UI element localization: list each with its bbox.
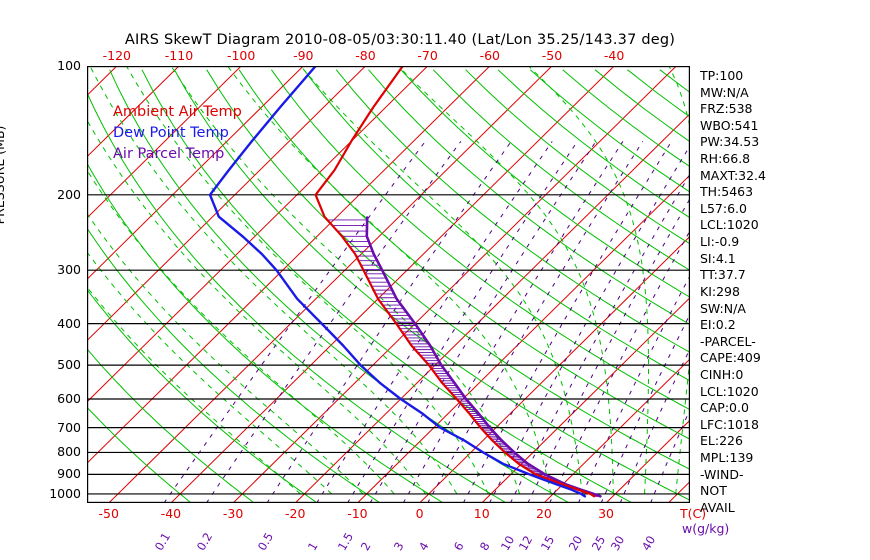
- skewt-plot: [87, 66, 690, 503]
- mixing-ratio-tick-0.5: 0.5: [254, 530, 277, 553]
- panel-row: CAP:0.0: [700, 400, 749, 416]
- bottom-temp-tick--50: -50: [98, 506, 119, 521]
- panel-row: SI:4.1: [700, 250, 736, 266]
- panel-row: -PARCEL-: [700, 333, 756, 349]
- panel-row: LI:-0.9: [700, 234, 740, 250]
- pressure-tick-700: 700: [57, 419, 81, 435]
- bottom-temp-tick-0: 0: [415, 506, 424, 521]
- panel-row: MW:N/A: [700, 84, 749, 100]
- panel-row: EL:226: [700, 433, 743, 449]
- pressure-tick-200: 200: [57, 186, 81, 202]
- panel-row: LCL:1020: [700, 217, 759, 233]
- pressure-tick-300: 300: [57, 262, 81, 278]
- x-axis-temp-label: T(C): [680, 506, 707, 521]
- bottom-temp-tick--20: -20: [285, 506, 306, 521]
- top-temp-tick--50: -50: [541, 48, 563, 63]
- panel-row: LFC:1018: [700, 416, 759, 432]
- panel-row: LCL:1020: [700, 383, 759, 399]
- panel-row: TP:100: [700, 68, 744, 83]
- panel-row: FRZ:538: [700, 101, 753, 117]
- skewt-grid: [87, 66, 690, 503]
- bottom-temp-tick-20: 20: [535, 506, 552, 521]
- mixing-ratio-tick-4: 4: [415, 539, 432, 553]
- panel-row: MAXT:32.4: [700, 167, 766, 183]
- bottom-temp-tick--10: -10: [347, 506, 368, 521]
- pressure-tick-900: 900: [57, 466, 81, 482]
- pressure-tick-1000: 1000: [49, 485, 81, 501]
- page-title: AIRS SkewT Diagram 2010-08-05/03:30:11.4…: [124, 32, 676, 48]
- bottom-temp-tick-30: 30: [598, 506, 615, 521]
- top-temp-tick--110: -110: [164, 48, 194, 63]
- panel-row: L57:6.0: [700, 200, 747, 216]
- mixing-ratio-tick-10: 10: [498, 533, 518, 553]
- mixing-ratio-tick-0.2: 0.2: [194, 530, 216, 553]
- legend-ambient-air-temp: Ambient Air Temp: [113, 104, 242, 120]
- bottom-temp-tick--40: -40: [160, 506, 182, 521]
- mixing-ratio-tick-1: 1: [304, 539, 321, 553]
- panel-row: PW:34.53: [700, 134, 760, 150]
- pressure-tick-800: 800: [57, 444, 81, 460]
- top-temp-tick--80: -80: [355, 48, 376, 63]
- pressure-tick-500: 500: [57, 357, 81, 373]
- panel-row: CAPE:409: [700, 350, 761, 366]
- panel-row: WBO:541: [700, 117, 759, 133]
- mixing-ratio-tick-15: 15: [537, 533, 557, 553]
- legend-dew-point-temp: Dew Point Temp: [113, 125, 229, 141]
- parameter-panel: TP:100 MW:N/A FRZ:538 WBO:541 PW:34.53 RH:66.…: [700, 68, 850, 516]
- top-temp-tick--100: -100: [226, 48, 256, 63]
- mixing-ratio-tick-40: 40: [638, 533, 658, 553]
- top-temp-tick--90: -90: [293, 48, 314, 63]
- panel-row: AVAIL: [700, 499, 735, 515]
- panel-row: -WIND-: [700, 466, 744, 482]
- panel-row: MPL:139: [700, 450, 754, 466]
- mixing-ratio-tick-0.1: 0.1: [151, 530, 174, 553]
- pressure-tick-400: 400: [57, 315, 81, 331]
- panel-row: EI:0.2: [700, 317, 736, 333]
- top-temp-tick--120: -120: [102, 48, 131, 63]
- mixing-ratio-tick-20: 20: [566, 533, 586, 553]
- top-temp-tick--70: -70: [417, 48, 438, 63]
- panel-row: NOT: [700, 483, 727, 499]
- bottom-temp-tick--30: -30: [222, 506, 244, 521]
- mixing-ratio-tick-2: 2: [358, 539, 374, 553]
- pressure-tick-100: 100: [57, 58, 81, 73]
- panel-row: RH:66.8: [700, 151, 751, 167]
- x-axis-mixing-label: w(g/kg): [682, 521, 730, 536]
- top-temp-tick--40: -40: [603, 48, 625, 63]
- mixing-ratio-tick-1.5: 1.5: [335, 530, 357, 553]
- panel-row: SW:N/A: [700, 300, 746, 316]
- bottom-temp-tick-10: 10: [473, 506, 490, 521]
- mixing-ratio-tick-25: 25: [589, 533, 609, 553]
- panel-row: CINH:0: [700, 366, 744, 382]
- panel-row: TT:37.7: [700, 267, 746, 283]
- y-axis-label: PRESSURE (MB): [0, 125, 7, 225]
- mixing-ratio-tick-6: 6: [451, 539, 467, 553]
- mixing-ratio-tick-12: 12: [515, 533, 536, 553]
- mixing-ratio-tick-3: 3: [391, 539, 407, 553]
- panel-row: KI:298: [700, 283, 740, 299]
- panel-row: TH:5463: [700, 184, 754, 200]
- legend-air-parcel-temp: Air Parcel Temp: [113, 146, 225, 162]
- top-temp-tick--60: -60: [479, 48, 500, 63]
- mixing-ratio-tick-30: 30: [608, 533, 628, 553]
- pressure-tick-600: 600: [57, 390, 81, 406]
- mixing-ratio-tick-8: 8: [477, 539, 494, 553]
